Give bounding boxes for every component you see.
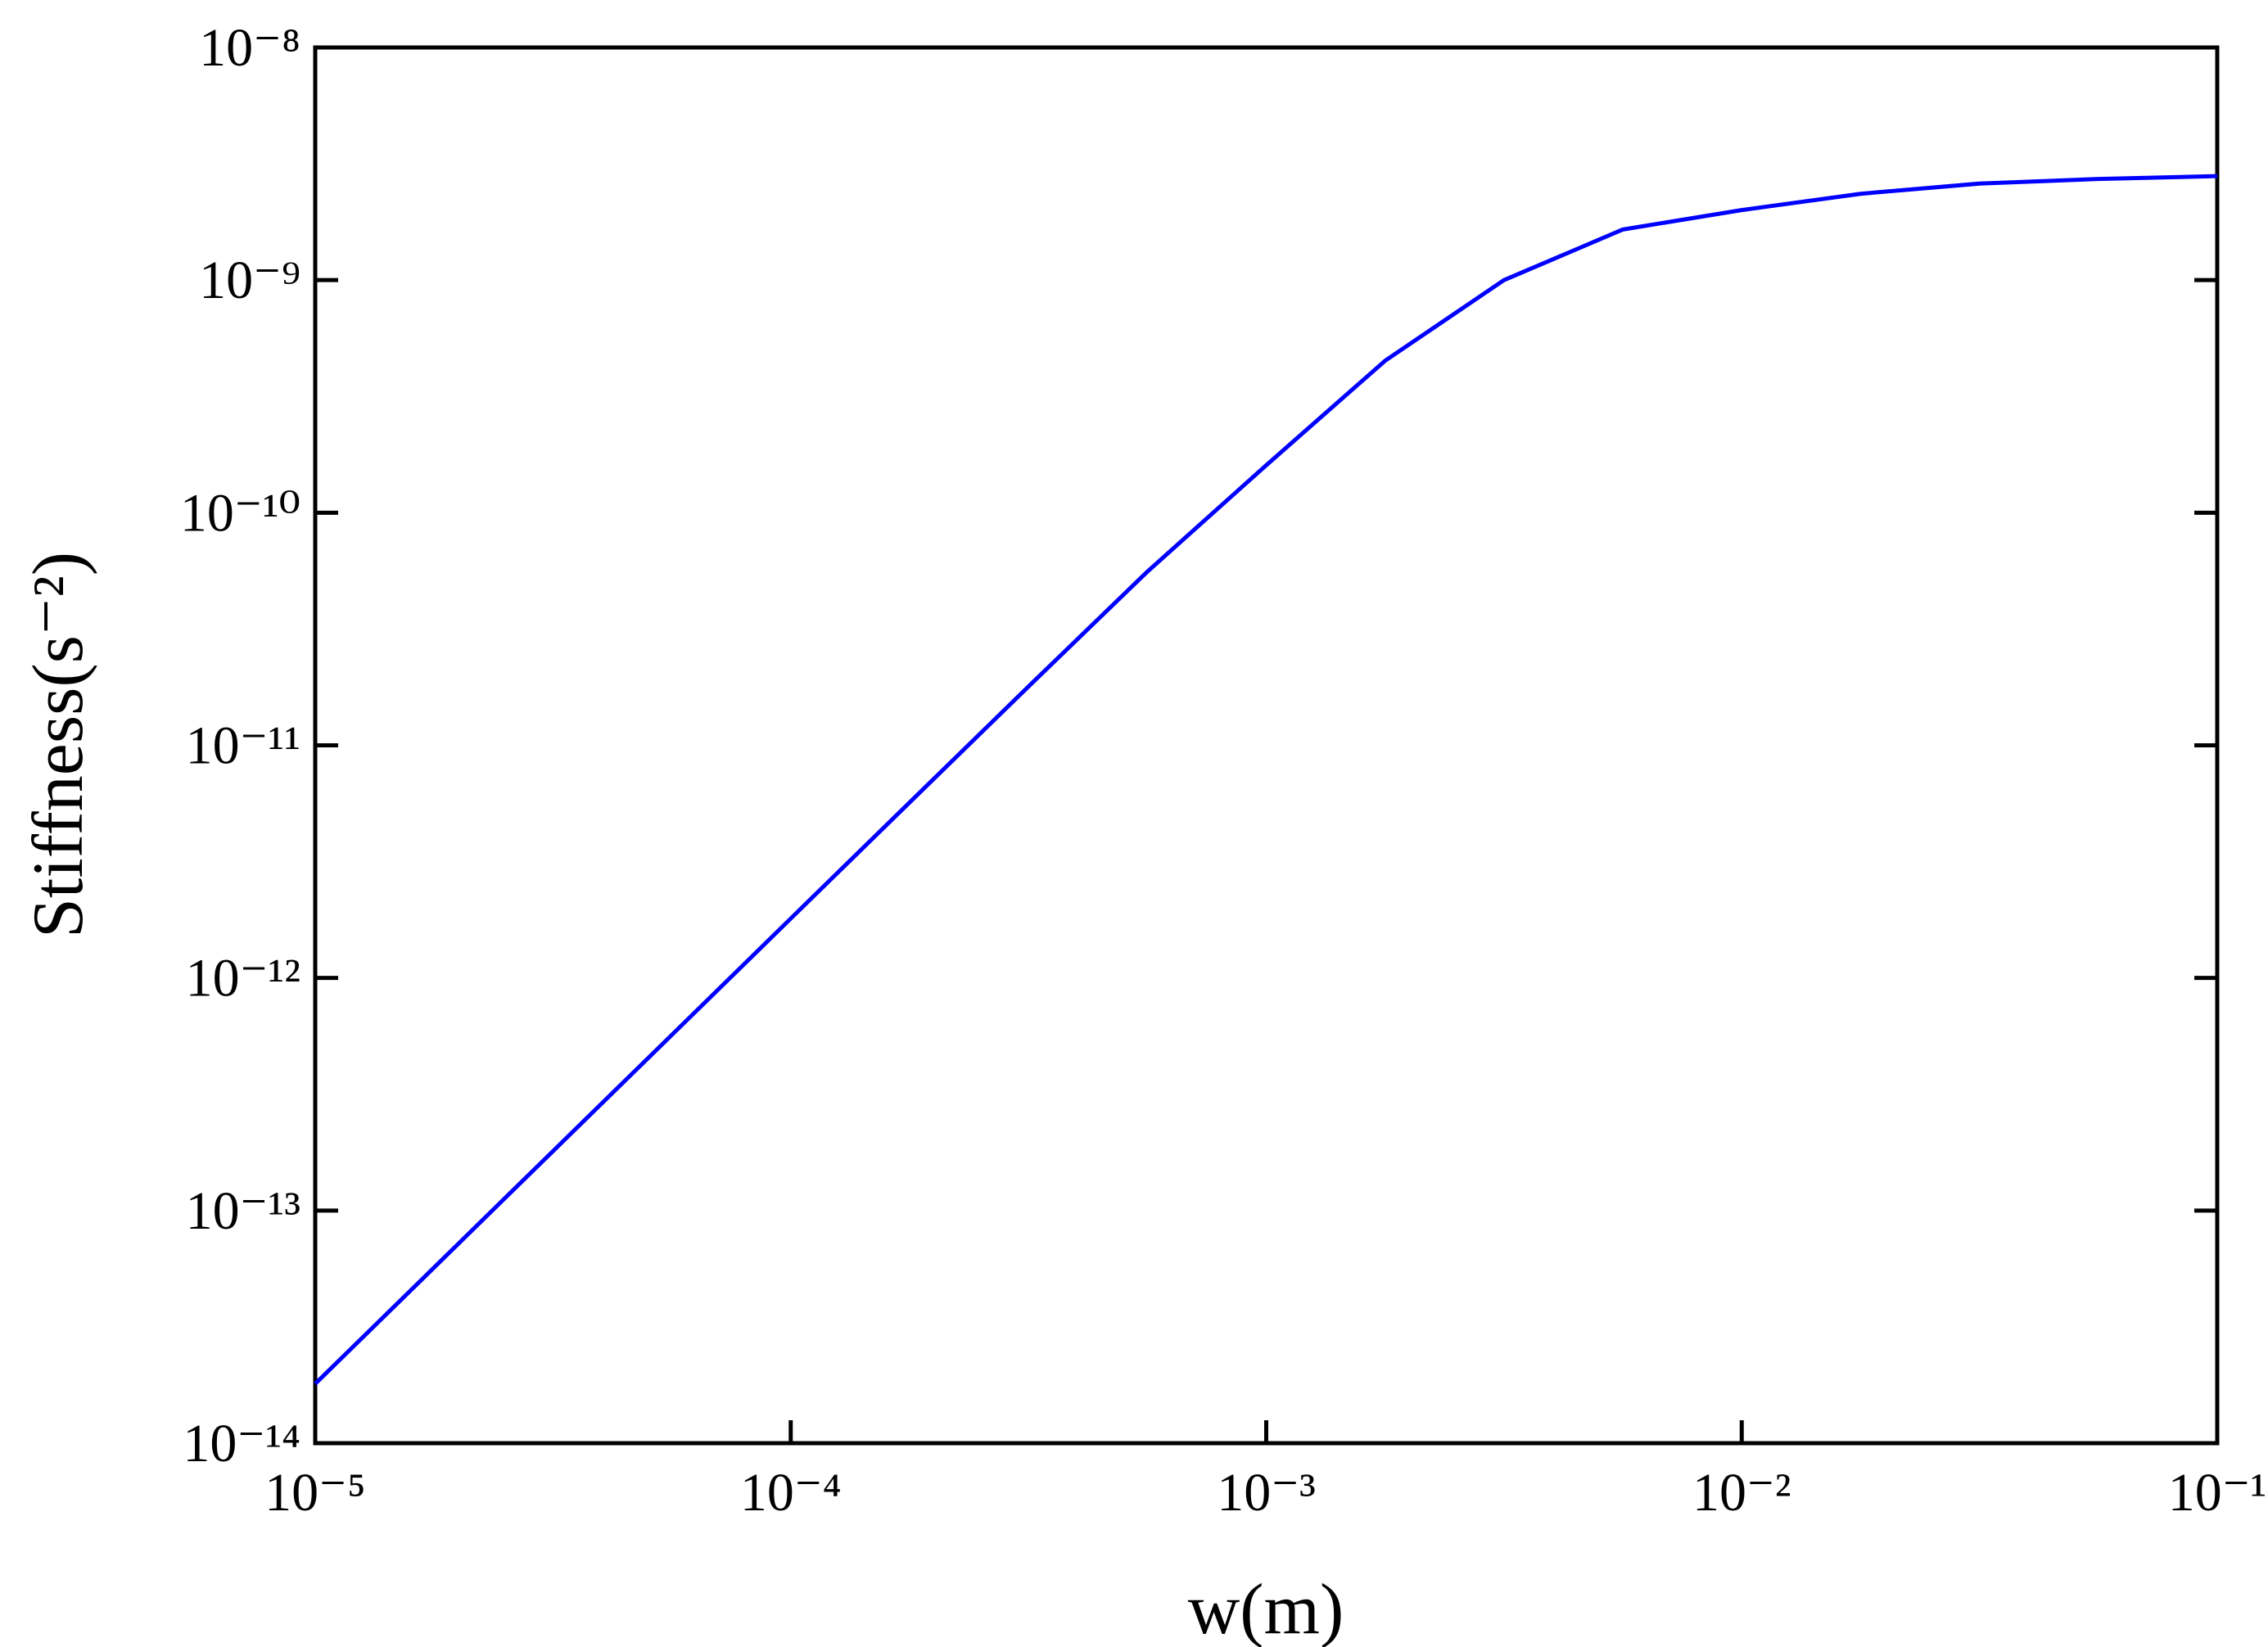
y-axis-label: Stiffness(s⁻²): [19, 552, 98, 938]
x-tick-label: 10⁻¹: [2168, 1463, 2267, 1523]
y-tick-label: 10⁻¹²: [186, 949, 300, 1009]
y-tick-label: 10⁻¹³: [186, 1181, 300, 1241]
x-tick-label: 10⁻²: [1692, 1463, 1791, 1523]
y-tick-label: 10⁻¹¹: [186, 716, 300, 776]
y-tick-label: 10⁻¹⁰: [180, 483, 300, 543]
x-tick-label: 10⁻⁵: [264, 1463, 366, 1523]
x-tick-label: 10⁻⁴: [740, 1463, 842, 1523]
line-series: [314, 174, 2218, 1386]
plot-frame: [313, 45, 2220, 1446]
y-tick-label: 10⁻¹⁴: [183, 1414, 300, 1473]
x-tick-label: 10⁻³: [1217, 1463, 1316, 1523]
y-tick-label: 10⁻⁸: [199, 18, 300, 78]
y-tick-label: 10⁻⁹: [199, 250, 300, 310]
x-axis-label: w(m): [1188, 1570, 1344, 1647]
